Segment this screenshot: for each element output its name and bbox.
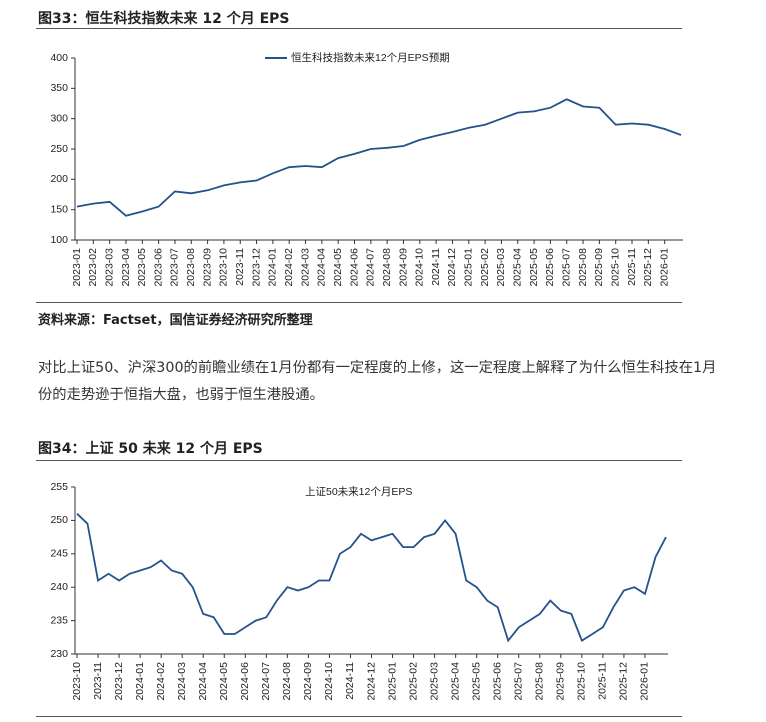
x-tick-label: 2023-04	[120, 248, 132, 287]
y-tick-label: 235	[50, 614, 68, 626]
x-tick-label: 2023-11	[92, 662, 104, 700]
x-tick-label: 2024-03	[176, 662, 188, 701]
legend-label: 上证50未来12个月EPS	[305, 486, 412, 498]
x-tick-label: 2025-08	[577, 248, 589, 287]
rule	[36, 460, 682, 461]
x-tick-label: 2024-10	[323, 662, 335, 701]
x-tick-label: 2023-05	[136, 248, 148, 287]
x-tick-label: 2023-09	[201, 248, 213, 287]
x-tick-label: 2025-07	[561, 248, 573, 287]
x-tick-label: 2025-04	[512, 248, 524, 287]
x-tick-label: 2025-12	[642, 248, 654, 287]
rule	[36, 28, 682, 29]
x-tick-label: 2024-08	[281, 662, 293, 701]
x-tick-label: 2024-06	[239, 662, 251, 701]
x-tick-label: 2025-01	[386, 662, 398, 701]
x-tick-label: 2023-10	[71, 662, 83, 701]
y-tick-label: 150	[50, 203, 68, 215]
y-tick-label: 100	[50, 234, 68, 246]
y-tick-label: 240	[50, 581, 68, 593]
x-tick-label: 2024-12	[446, 248, 458, 287]
x-tick-label: 2025-01	[463, 248, 475, 287]
y-tick-label: 250	[50, 143, 68, 155]
x-tick-label: 2025-02	[479, 248, 491, 287]
x-tick-label: 2024-01	[267, 248, 279, 287]
x-tick-label: 2023-07	[169, 248, 181, 287]
x-tick-label: 2023-03	[103, 248, 115, 287]
series-line	[76, 98, 682, 217]
rule	[36, 302, 682, 303]
y-tick-label: 230	[50, 648, 68, 660]
x-tick-label: 2023-01	[71, 248, 83, 287]
x-tick-label: 2024-08	[381, 248, 393, 287]
x-tick-label: 2025-09	[593, 248, 605, 287]
x-tick-label: 2024-03	[299, 248, 311, 287]
x-tick-label: 2026-01	[658, 248, 670, 287]
x-tick-label: 2024-09	[397, 248, 409, 287]
x-tick-label: 2023-08	[185, 248, 197, 287]
x-tick-label: 2024-04	[197, 662, 209, 701]
x-tick-label: 2024-01	[134, 662, 146, 701]
figure-title: 图33：恒生科技指数未来 12 个月 EPS	[38, 11, 290, 27]
x-tick-label: 2025-08	[534, 662, 546, 701]
x-tick-label: 2024-07	[260, 662, 272, 701]
x-tick-label: 2023-02	[87, 248, 99, 287]
x-tick-label: 2024-05	[332, 248, 344, 287]
x-tick-label: 2023-06	[152, 248, 164, 287]
x-tick-label: 2024-02	[155, 662, 167, 701]
series-line	[76, 513, 667, 643]
chart: 230 235 240 245 250 255 2023-10 2023-11 2023-12 2…	[50, 481, 668, 701]
x-tick-label: 2025-06	[544, 248, 556, 287]
x-tick-label: 2025-05	[470, 662, 482, 701]
x-tick-label: 2025-06	[491, 662, 503, 701]
x-tick-label: 2023-12	[113, 662, 125, 701]
x-tick-label: 2023-10	[218, 248, 230, 287]
x-tick-label: 2024-07	[365, 248, 377, 287]
x-tick-label: 2025-12	[618, 662, 630, 701]
y-tick-label: 245	[50, 548, 68, 560]
x-tick-label: 2024-04	[316, 248, 328, 287]
x-tick-label: 2025-03	[495, 248, 507, 287]
x-tick-label: 2025-10	[609, 248, 621, 287]
paragraph: 对比上证50、沪深300的前瞻业绩在1月份都有一定程度的上修，这一定程度上解释了…	[38, 360, 717, 403]
y-tick-label: 250	[50, 514, 68, 526]
x-tick-label: 2023-11	[234, 248, 246, 286]
x-tick-label: 2024-12	[365, 662, 377, 701]
legend-label: 恒生科技指数未来12个月EPS预期	[291, 51, 450, 64]
figure-title: 图34：上证 50 未来 12 个月 EPS	[38, 441, 263, 457]
x-tick-label: 2025-02	[407, 662, 419, 701]
x-tick-label: 2025-11	[597, 662, 609, 700]
x-tick-label: 2025-10	[576, 662, 588, 701]
x-tick-label: 2024-09	[302, 662, 314, 701]
x-tick-label: 2024-11	[430, 248, 442, 286]
source: 资料来源：Factset，国信证券经济研究所整理	[38, 313, 313, 328]
y-tick-label: 400	[50, 52, 68, 64]
x-tick-label: 2025-09	[555, 662, 567, 701]
y-tick-label: 300	[50, 112, 68, 124]
x-tick-label: 2024-06	[348, 248, 360, 287]
x-tick-label: 2025-07	[513, 662, 525, 701]
x-tick-label: 2024-05	[218, 662, 230, 701]
x-tick-label: 2025-05	[528, 248, 540, 287]
y-tick-label: 255	[50, 481, 68, 493]
y-tick-label: 350	[50, 82, 68, 94]
x-tick-label: 2024-02	[283, 248, 295, 287]
x-tick-label: 2024-11	[344, 662, 356, 700]
x-tick-label: 2025-03	[428, 662, 440, 701]
rule	[36, 716, 682, 717]
x-tick-label: 2025-04	[449, 662, 461, 701]
x-tick-label: 2026-01	[639, 662, 651, 701]
x-tick-label: 2024-10	[414, 248, 426, 287]
x-tick-label: 2025-11	[626, 248, 638, 286]
y-tick-label: 200	[50, 173, 68, 185]
x-tick-label: 2023-12	[250, 248, 262, 287]
chart: 100 150 200 250 300 350 400 2023-01 2023-02 2023-…	[50, 51, 683, 287]
